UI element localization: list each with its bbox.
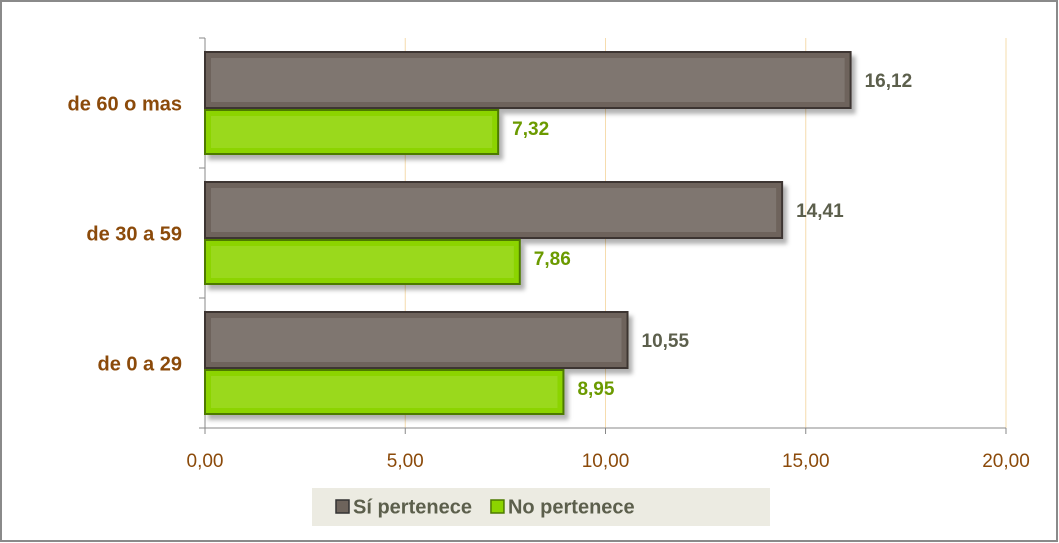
x-tick-label: 5,00 [387,451,424,472]
x-tick-label: 15,00 [782,451,830,472]
data-label: 7,86 [534,249,571,270]
bar-bevel [211,188,777,232]
legend-swatch [335,499,350,514]
legend-label: No pertenece [508,496,635,518]
data-label: 7,32 [512,119,549,140]
bar [204,109,500,155]
bar [204,181,784,239]
data-label: 8,95 [577,379,614,400]
x-tick-label: 0,00 [187,451,224,472]
bar [204,51,852,109]
legend-box [312,488,770,526]
data-label: 14,41 [796,201,844,222]
y-tick-label: de 0 a 29 [97,353,182,375]
bar-bevel [211,376,558,408]
bar-bevel [211,246,514,278]
bar-bevel [211,318,622,362]
bar [204,239,521,285]
bar [204,311,629,369]
legend-label: Sí pertenece [353,496,472,518]
bar [204,369,565,415]
y-tick-label: de 60 o mas [67,93,182,115]
data-label: 16,12 [865,71,913,92]
data-label: 10,55 [642,331,690,352]
x-tick-label: 10,00 [582,451,630,472]
x-tick-label: 20,00 [982,451,1030,472]
bar-bevel [211,58,845,102]
legend-swatch [490,499,505,514]
y-tick-label: de 30 a 59 [86,223,182,245]
bar-bevel [211,116,493,148]
